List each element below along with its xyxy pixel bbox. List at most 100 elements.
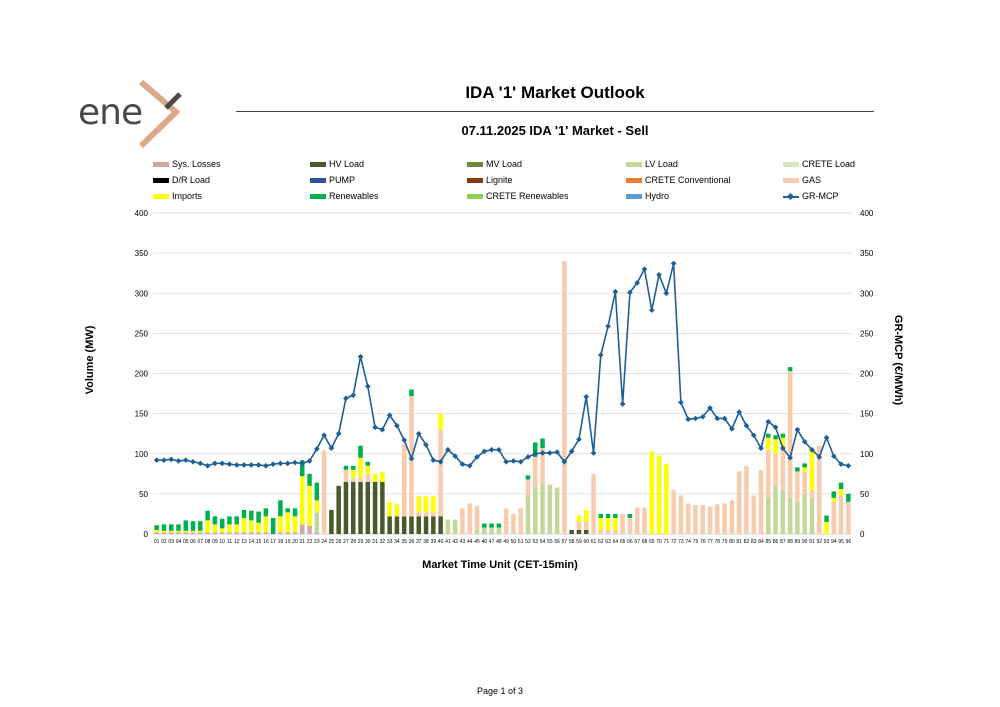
x-tick-label: 57 (562, 539, 568, 545)
gr-mcp-point (772, 424, 779, 431)
bar-gas (831, 501, 837, 534)
legend-swatch (310, 178, 326, 184)
bar-renewables (489, 523, 494, 528)
legend-item-d-r-load: D/R Load (153, 174, 210, 186)
legend-label: PUMP (329, 175, 356, 185)
bar-renewables (234, 516, 239, 525)
bar-renewables (540, 438, 545, 449)
bar-gas (423, 512, 429, 517)
bar-hv-load (576, 529, 582, 534)
gr-mcp-point (328, 445, 335, 451)
bar-imports (809, 449, 815, 490)
y2-axis-title: GR-MCP (€/MWh) (892, 314, 904, 406)
bar-imports (358, 457, 363, 478)
bar-gas (460, 508, 465, 534)
bar-gas (678, 495, 684, 534)
gr-mcp-point (343, 395, 349, 402)
gr-mcp-point (779, 445, 786, 451)
bar-gas (401, 444, 407, 517)
bar-imports (154, 529, 159, 533)
x-tick-label: 67 (634, 539, 640, 545)
gr-mcp-point (379, 426, 386, 433)
gr-mcp-point (758, 445, 764, 451)
gr-mcp-point (466, 462, 473, 469)
bar-imports (656, 455, 662, 534)
gr-mcp-point (823, 434, 830, 441)
gr-mcp-point (299, 460, 306, 467)
bar-sys-losses (256, 532, 261, 534)
bar-renewables (358, 445, 363, 458)
x-tick-label: 46 (482, 539, 488, 545)
gr-mcp-point (838, 461, 844, 468)
legend-swatch (783, 162, 799, 168)
bar-imports (314, 500, 320, 513)
bar-renewables (285, 508, 290, 513)
gr-mcp-point (270, 461, 276, 468)
legend-label: LV Load (645, 159, 678, 169)
bar-hv-load (431, 516, 436, 534)
bar-sys-losses (183, 532, 189, 534)
x-tick-label: 86 (773, 539, 779, 545)
bar-gas (525, 479, 531, 496)
bar-gas (547, 484, 553, 486)
y-axis-title: Volume (MW) (84, 325, 96, 395)
gr-mcp-point (576, 436, 582, 443)
bar-gas (795, 471, 800, 502)
bar-imports (183, 530, 189, 533)
bar-lv-load (452, 519, 458, 534)
bar-imports (292, 516, 298, 533)
bar-renewables (176, 524, 181, 531)
bar-hv-load (423, 516, 429, 534)
bar-gas (685, 503, 691, 534)
bar-renewables (365, 461, 371, 466)
bar-gas (780, 449, 786, 490)
bar-renewables (270, 517, 276, 534)
bar-gas (467, 503, 472, 534)
gr-mcp-point (386, 412, 393, 419)
legend-item-crete-load: CRETE Load (783, 158, 855, 170)
gr-mcp-point (219, 460, 226, 467)
bar-gas (583, 521, 589, 530)
bar-renewables (190, 521, 196, 531)
legend-swatch (467, 178, 483, 184)
bar-hv-load (394, 516, 400, 534)
bar-lv-load (474, 529, 480, 534)
bar-hv-load (569, 529, 574, 534)
bar-gas (540, 448, 545, 485)
bar-renewables (766, 433, 771, 438)
gr-mcp-point (233, 462, 240, 468)
x-tick-label: 94 (831, 539, 837, 545)
bar-imports (802, 467, 807, 472)
x-tick-label: 36 (409, 539, 415, 545)
bar-renewables (161, 524, 167, 531)
gr-mcp-point (794, 426, 801, 433)
bar-imports (161, 530, 167, 533)
gr-mcp-point (161, 457, 167, 463)
bar-lv-load (540, 484, 545, 534)
x-tick-label: 34 (394, 539, 400, 545)
gr-mcp-point (168, 456, 175, 463)
bar-renewables (795, 467, 800, 472)
gr-mcp-point (452, 453, 459, 459)
bar-imports (773, 439, 778, 454)
bar-gas (358, 477, 363, 482)
x-tick-label: 26 (336, 539, 342, 545)
x-tick-label: 66 (627, 539, 633, 545)
bar-imports (249, 520, 254, 533)
bar-lv-load (547, 485, 553, 534)
chart-subtitle: 07.11.2025 IDA '1' Market - Sell (461, 123, 649, 138)
bar-renewables (183, 520, 189, 531)
bar-gas (715, 504, 720, 534)
x-tick-label: 08 (205, 539, 211, 545)
bar-sys-losses (292, 532, 298, 534)
bar-hv-load (416, 516, 422, 534)
x-tick-label: 81 (736, 539, 742, 545)
bar-hv-load (358, 481, 363, 534)
bar-hv-load (438, 516, 443, 534)
bar-sys-losses (161, 532, 167, 534)
bar-gas (744, 465, 749, 534)
bar-imports (583, 509, 589, 522)
bar-gas (642, 507, 647, 534)
y-tick-label: 250 (135, 329, 149, 338)
legend-label: MV Load (486, 159, 523, 169)
